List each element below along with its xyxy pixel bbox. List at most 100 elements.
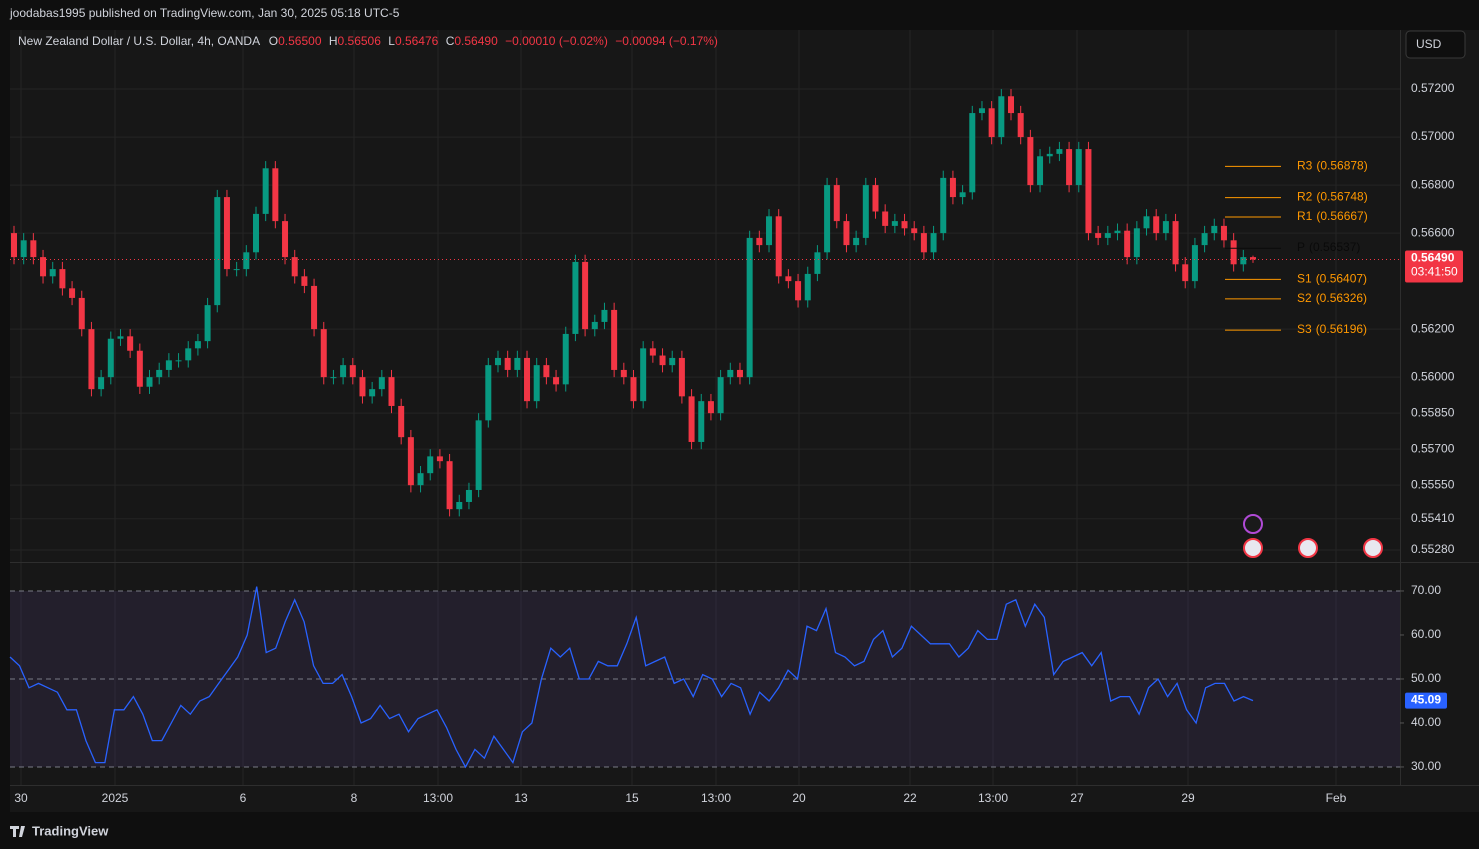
- pivot-label: S1 (0.56407): [1297, 272, 1367, 286]
- ohlc-value: 0.56506: [338, 34, 382, 48]
- ohlc-key: C: [446, 34, 455, 48]
- candle-body: [562, 333, 569, 385]
- candle-body: [20, 240, 27, 258]
- y-tick-label: 0.56600: [1411, 225, 1455, 239]
- ohlc-value: 0.56500: [278, 34, 322, 48]
- candle-body: [40, 257, 47, 277]
- event-icon[interactable]: [1243, 538, 1263, 558]
- pivot-label: R3 (0.56878): [1297, 159, 1368, 173]
- candle-body: [930, 233, 937, 253]
- pivot-name: S1: [1297, 272, 1312, 286]
- x-tick-label: 13: [514, 791, 528, 805]
- candle-body: [301, 276, 308, 286]
- candle-body: [1104, 233, 1111, 238]
- candle-body: [882, 211, 889, 226]
- x-tick-label: 2025: [102, 791, 129, 805]
- candle-body: [688, 396, 695, 442]
- currency-button[interactable]: USD: [1405, 30, 1466, 59]
- pivot-value: (0.56537): [1309, 240, 1360, 254]
- candle-body: [746, 237, 753, 378]
- candle-body: [524, 357, 531, 402]
- candle-body: [349, 365, 356, 378]
- candle-body: [533, 365, 540, 402]
- candle-body: [891, 221, 898, 226]
- pivot-value: (0.56326): [1316, 291, 1367, 305]
- candle-body: [1075, 149, 1082, 186]
- candle-body: [1008, 96, 1015, 114]
- candle-body: [911, 228, 918, 234]
- event-icon[interactable]: [1243, 514, 1263, 534]
- event-icon[interactable]: [1363, 538, 1383, 558]
- y-tick-label: 0.57000: [1411, 129, 1455, 143]
- pivot-name: R1: [1297, 209, 1313, 223]
- rsi-tick-label: 50.00: [1411, 671, 1441, 685]
- time-axis: [10, 786, 1479, 812]
- x-tick-label: 13:00: [423, 791, 453, 805]
- candle-body: [1182, 264, 1189, 282]
- last-price-label: 0.56490: [1411, 251, 1455, 265]
- candle-body: [398, 405, 405, 438]
- candle-body: [146, 377, 153, 387]
- candle-body: [252, 213, 259, 253]
- y-tick-label: 0.55850: [1411, 405, 1455, 419]
- candle-body: [117, 336, 124, 339]
- y-tick-label: 0.56200: [1411, 321, 1455, 335]
- change-total: −0.00094 (−0.17%): [615, 34, 718, 48]
- rsi-tick-label: 30.00: [1411, 759, 1441, 773]
- candle-body: [649, 348, 656, 356]
- candle-body: [795, 281, 802, 301]
- ohlc-key: H: [329, 34, 338, 48]
- event-icon[interactable]: [1298, 538, 1318, 558]
- ohlc-key: O: [269, 34, 278, 48]
- ohlc-value: 0.56490: [454, 34, 498, 48]
- candle-body: [98, 377, 105, 390]
- candle-body: [30, 240, 37, 258]
- candle-body: [543, 365, 550, 378]
- pivot-value: (0.56748): [1316, 190, 1367, 204]
- header: joodabas1995 published on TradingView.co…: [9, 6, 718, 48]
- candle-body: [427, 456, 434, 474]
- price-axis: [1400, 30, 1479, 785]
- ohlc-key: L: [388, 34, 395, 48]
- price-pane: [10, 30, 1400, 562]
- candle-body: [553, 377, 560, 385]
- candle-body: [456, 501, 463, 510]
- x-tick-label: Feb: [1326, 791, 1347, 805]
- x-tick-label: 13:00: [701, 791, 731, 805]
- candle-body: [272, 168, 279, 222]
- logo-mark: [10, 826, 25, 837]
- pivot-label: P (0.56537): [1297, 240, 1360, 254]
- candle-body: [736, 369, 743, 378]
- currency-label[interactable]: USD: [1416, 37, 1442, 51]
- logo-text: TradingView: [32, 823, 109, 838]
- candle-body: [1124, 230, 1131, 258]
- candle-body: [591, 321, 598, 330]
- pivot-label: R2 (0.56748): [1297, 190, 1368, 204]
- candle-body: [127, 336, 134, 351]
- x-tick-label: 15: [625, 791, 639, 805]
- currency-button-frame[interactable]: [1405, 30, 1466, 59]
- candle-body: [814, 252, 821, 274]
- y-tick-label: 0.55700: [1411, 441, 1455, 455]
- candle-body: [436, 456, 443, 462]
- candle-body: [1066, 149, 1073, 186]
- x-tick-label: 13:00: [978, 791, 1008, 805]
- candle-body: [465, 489, 472, 502]
- candle-body: [243, 252, 250, 270]
- candle-body: [136, 350, 143, 387]
- candle-body: [940, 177, 947, 234]
- candle-body: [514, 357, 521, 370]
- candle-body: [204, 305, 211, 342]
- x-tick-label: 29: [1181, 791, 1195, 805]
- rsi-tick-label: 60.00: [1411, 627, 1441, 641]
- candle-body: [233, 269, 240, 271]
- candle-body: [359, 377, 366, 397]
- candle-body: [707, 401, 714, 414]
- candle-body: [1056, 149, 1063, 154]
- x-tick-label: 6: [240, 791, 247, 805]
- candle-body: [998, 96, 1005, 138]
- rsi-tick-label: 70.00: [1411, 583, 1441, 597]
- candle-body: [978, 108, 985, 114]
- rsi-line: [9, 586, 1254, 769]
